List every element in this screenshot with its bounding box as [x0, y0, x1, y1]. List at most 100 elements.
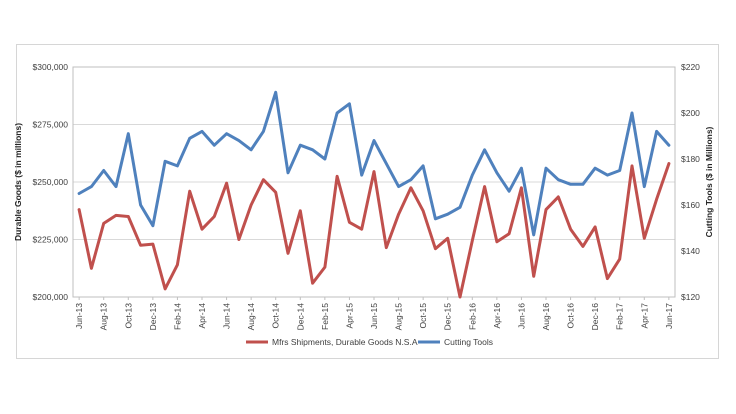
data-point [213, 215, 216, 218]
series-line-2 [77, 90, 671, 237]
y-tick-label: $225,000 [33, 235, 69, 245]
data-point [90, 185, 93, 188]
data-point [606, 173, 609, 177]
x-tick-label: Apr-17 [639, 303, 649, 329]
data-point [397, 185, 400, 188]
data-point [77, 208, 81, 211]
x-tick-label: Oct-14 [271, 303, 281, 329]
data-point [606, 277, 609, 280]
x-tick-label: Aug-13 [99, 303, 109, 331]
data-point [409, 178, 413, 181]
data-point [544, 208, 548, 211]
data-point [163, 160, 167, 163]
x-tick-label: Jun-17 [664, 303, 674, 329]
data-point [249, 148, 253, 151]
data-point [127, 132, 130, 135]
x-tick-label: Aug-15 [394, 303, 404, 331]
data-point [360, 173, 363, 177]
data-point [360, 227, 363, 231]
data-point [581, 245, 585, 248]
x-tick-label: Aug-16 [541, 303, 551, 331]
data-point [495, 240, 499, 243]
data-point [176, 164, 179, 168]
x-tick-label: Jun-14 [222, 303, 232, 329]
data-point [557, 195, 560, 199]
data-point [655, 198, 658, 201]
data-point [458, 295, 462, 299]
data-point [151, 224, 155, 227]
x-tick-label: Feb-17 [615, 303, 625, 330]
x-tick-label: Apr-14 [197, 303, 207, 329]
data-point [569, 183, 572, 186]
data-point [90, 267, 93, 270]
y-tick-label: $200,000 [33, 292, 69, 302]
data-point [532, 275, 535, 278]
data-point [434, 217, 437, 220]
data-point [385, 162, 388, 165]
data-point [471, 239, 474, 242]
data-point [323, 265, 327, 269]
data-point [569, 227, 572, 231]
data-point [176, 263, 179, 266]
data-point [311, 148, 314, 151]
data-point [286, 252, 290, 255]
y-tick-label: $300,000 [33, 62, 69, 72]
y2-tick-label: $180 [681, 154, 700, 164]
y2-tick-label: $120 [681, 292, 700, 302]
data-point [335, 111, 339, 115]
data-point [274, 91, 277, 94]
data-point [446, 237, 449, 240]
data-point [507, 190, 511, 193]
data-point [495, 171, 499, 174]
data-point [409, 186, 413, 189]
data-point [139, 203, 142, 207]
data-point [127, 215, 130, 218]
data-point [225, 132, 228, 135]
data-point [200, 227, 204, 231]
data-point [581, 183, 585, 186]
data-point [667, 162, 671, 165]
data-point [311, 282, 314, 285]
data-point [274, 191, 277, 194]
x-tick-label: Aug-14 [246, 303, 256, 331]
data-point [643, 237, 646, 240]
data-point [618, 257, 621, 261]
data-point [114, 185, 118, 188]
data-point [163, 287, 167, 291]
x-tick-label: Oct-15 [418, 303, 428, 329]
data-point [262, 178, 265, 181]
y2-tick-label: $160 [681, 200, 700, 210]
data-point [483, 148, 486, 151]
data-point [237, 238, 241, 241]
x-tick-label: Dec-16 [590, 303, 600, 331]
data-point [421, 164, 425, 168]
data-point [593, 167, 597, 170]
data-point [335, 175, 339, 178]
x-tick-label: Dec-14 [295, 303, 305, 331]
y2-tick-label: $220 [681, 62, 700, 72]
data-point [397, 213, 400, 216]
data-point [200, 130, 204, 133]
data-point [520, 186, 523, 189]
data-point [593, 225, 597, 229]
data-point [471, 173, 474, 177]
data-point [372, 170, 376, 173]
x-tick-label: Apr-15 [344, 303, 354, 329]
x-tick-label: Oct-16 [566, 303, 576, 329]
data-point [667, 144, 671, 147]
data-point [483, 185, 486, 188]
data-point [630, 111, 634, 115]
data-point [114, 214, 118, 217]
data-point [151, 242, 155, 246]
data-point [655, 130, 658, 133]
data-point [348, 102, 351, 106]
data-point [385, 246, 388, 249]
data-point [102, 222, 105, 225]
data-point [421, 209, 425, 212]
x-tick-label: Apr-16 [492, 303, 502, 329]
data-point [372, 139, 376, 142]
data-point [213, 144, 216, 147]
x-tick-label: Dec-15 [443, 303, 453, 331]
x-tick-label: Jun-16 [516, 303, 526, 329]
